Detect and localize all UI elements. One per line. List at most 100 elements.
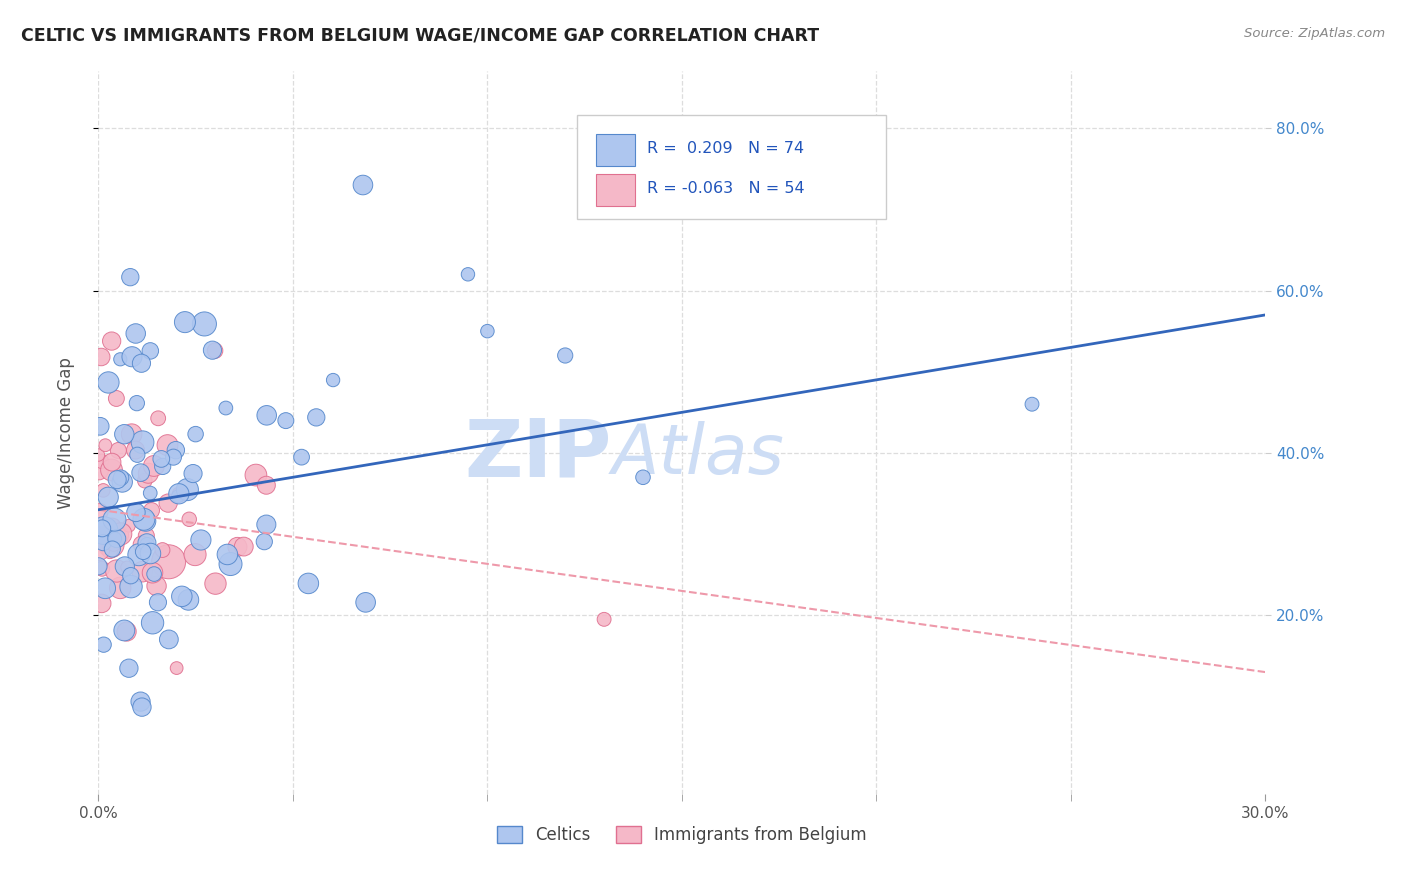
Point bbox=[89, 419, 111, 434]
Point bbox=[253, 534, 276, 549]
Point bbox=[152, 543, 174, 558]
Point bbox=[305, 410, 328, 425]
Point bbox=[354, 595, 377, 609]
Point bbox=[103, 513, 125, 527]
Point bbox=[232, 540, 254, 554]
Point bbox=[169, 487, 191, 501]
Point bbox=[91, 535, 114, 549]
Point bbox=[93, 524, 115, 538]
Point bbox=[105, 473, 128, 487]
Point bbox=[256, 409, 278, 423]
Point bbox=[87, 559, 110, 574]
Point bbox=[100, 334, 122, 348]
Text: ZIP: ZIP bbox=[464, 416, 612, 493]
Point bbox=[167, 489, 190, 503]
Point bbox=[110, 352, 132, 367]
Point bbox=[104, 532, 127, 546]
Point bbox=[184, 427, 207, 442]
Point bbox=[141, 566, 163, 580]
FancyBboxPatch shape bbox=[596, 134, 636, 166]
Point bbox=[112, 427, 135, 442]
Point bbox=[101, 519, 124, 533]
Point bbox=[131, 700, 153, 714]
Point bbox=[108, 581, 131, 595]
Point bbox=[142, 458, 165, 473]
Point bbox=[204, 576, 226, 591]
Point bbox=[97, 490, 120, 504]
Point bbox=[245, 468, 267, 483]
Point bbox=[254, 478, 277, 492]
Point bbox=[101, 542, 124, 557]
Point bbox=[190, 533, 212, 547]
Y-axis label: Wage/Income Gap: Wage/Income Gap bbox=[56, 357, 75, 508]
Point bbox=[457, 268, 479, 282]
Point bbox=[215, 401, 238, 415]
FancyBboxPatch shape bbox=[576, 115, 886, 219]
Point bbox=[120, 580, 142, 594]
Point bbox=[90, 454, 112, 468]
Point bbox=[131, 435, 153, 450]
Point bbox=[87, 542, 110, 557]
Point bbox=[94, 581, 117, 595]
Point bbox=[100, 538, 122, 552]
Point bbox=[127, 448, 149, 462]
Point bbox=[91, 483, 114, 498]
Point bbox=[125, 396, 148, 410]
Point bbox=[142, 615, 165, 630]
Point bbox=[179, 512, 201, 526]
Point bbox=[101, 455, 124, 469]
Point bbox=[141, 503, 163, 517]
Point bbox=[204, 343, 226, 358]
FancyBboxPatch shape bbox=[596, 174, 636, 206]
Point bbox=[631, 470, 654, 484]
Point bbox=[593, 612, 616, 626]
Point bbox=[1021, 397, 1043, 411]
Point bbox=[115, 560, 138, 574]
Point bbox=[177, 593, 200, 607]
Point bbox=[131, 356, 153, 370]
Point bbox=[254, 517, 277, 532]
Point bbox=[104, 531, 127, 545]
Point bbox=[352, 178, 374, 192]
Point bbox=[125, 505, 148, 519]
Point bbox=[111, 475, 134, 489]
Point bbox=[125, 326, 148, 341]
Point bbox=[145, 579, 167, 593]
Point bbox=[97, 376, 120, 390]
Text: R =  0.209   N = 74: R = 0.209 N = 74 bbox=[647, 141, 804, 156]
Point bbox=[121, 427, 143, 442]
Point bbox=[135, 529, 157, 543]
Point bbox=[107, 443, 129, 458]
Point bbox=[105, 392, 128, 406]
Point bbox=[118, 518, 141, 533]
Point bbox=[554, 349, 576, 363]
Point bbox=[219, 557, 242, 571]
Point bbox=[124, 443, 146, 458]
Point bbox=[184, 548, 207, 562]
Point bbox=[108, 528, 131, 542]
Legend: Celtics, Immigrants from Belgium: Celtics, Immigrants from Belgium bbox=[491, 819, 873, 851]
Point bbox=[91, 521, 114, 535]
Point bbox=[139, 343, 162, 358]
Point bbox=[226, 540, 249, 554]
Point bbox=[201, 343, 224, 358]
Point bbox=[136, 537, 159, 551]
Point bbox=[134, 474, 156, 488]
Point bbox=[152, 459, 174, 474]
Point bbox=[87, 463, 110, 477]
Point bbox=[146, 595, 169, 609]
Text: CELTIC VS IMMIGRANTS FROM BELGIUM WAGE/INCOME GAP CORRELATION CHART: CELTIC VS IMMIGRANTS FROM BELGIUM WAGE/I… bbox=[21, 27, 820, 45]
Text: Source: ZipAtlas.com: Source: ZipAtlas.com bbox=[1244, 27, 1385, 40]
Point bbox=[105, 564, 128, 578]
Point bbox=[120, 568, 142, 582]
Point bbox=[91, 562, 114, 576]
Point bbox=[162, 450, 184, 465]
Point bbox=[100, 463, 122, 477]
Point bbox=[193, 317, 215, 331]
Point bbox=[110, 527, 132, 541]
Point bbox=[477, 324, 499, 338]
Point bbox=[143, 567, 166, 582]
Point bbox=[166, 661, 188, 675]
Point bbox=[98, 543, 121, 558]
Point bbox=[139, 547, 162, 561]
